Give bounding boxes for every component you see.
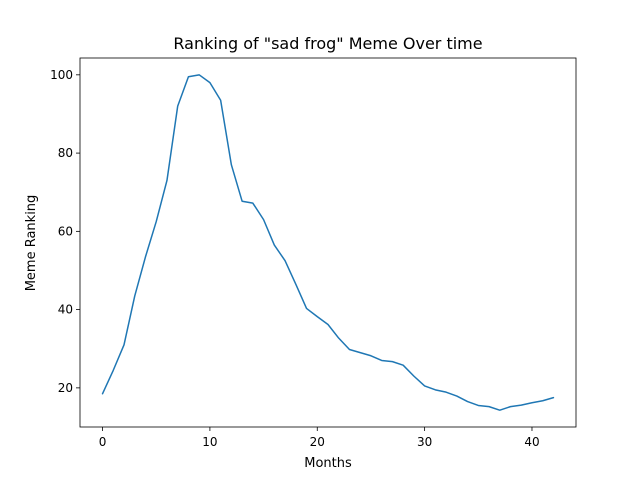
y-tick-label: 40: [58, 303, 73, 317]
y-axis-label: Meme Ranking: [24, 195, 39, 292]
x-axis-label: Months: [304, 456, 352, 471]
y-tick-label: 100: [50, 68, 73, 82]
y-tick-label: 60: [58, 224, 73, 238]
x-tick-label: 30: [417, 435, 432, 449]
plot-area: [80, 58, 576, 427]
x-tick-label: 40: [524, 435, 539, 449]
chart-title: Ranking of "sad frog" Meme Over time: [173, 34, 482, 53]
y-tick-label: 20: [58, 381, 73, 395]
series-line: [101, 74, 555, 411]
plot-frame: [79, 57, 577, 428]
ticks-group: 0 10 20 30 40 20 40 60 80 100: [50, 68, 540, 449]
x-tick-label: 20: [310, 435, 325, 449]
x-tick-label: 0: [99, 435, 107, 449]
y-tick-label: 80: [58, 146, 73, 160]
x-tick-label: 10: [202, 435, 217, 449]
